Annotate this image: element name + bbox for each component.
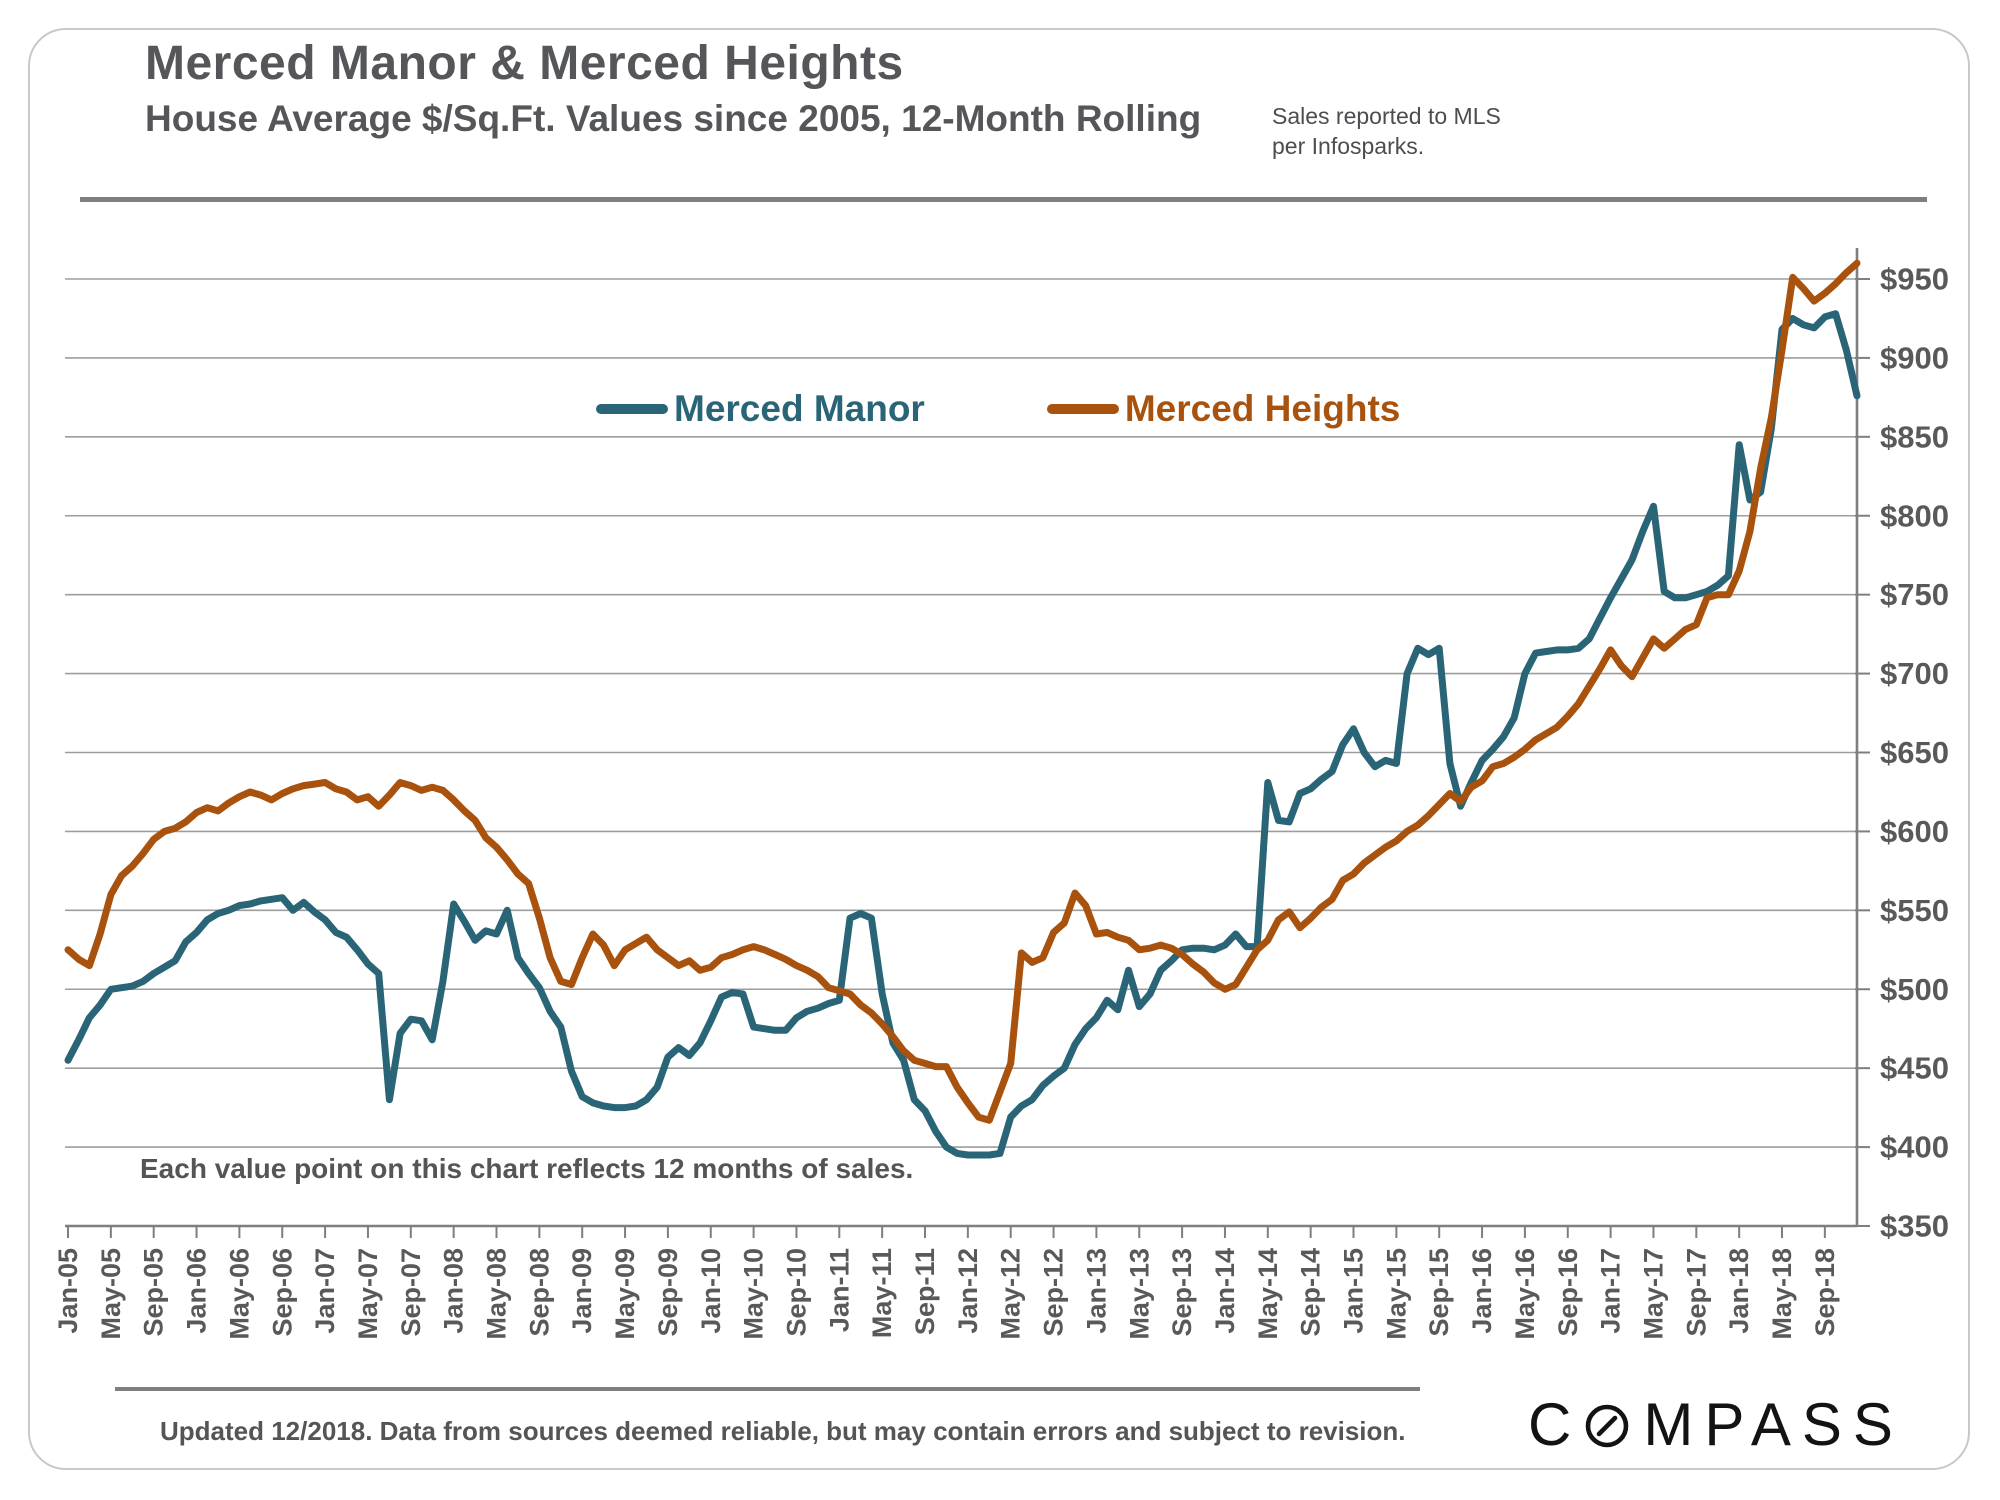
legend-label-merced-heights: Merced Heights (1124, 388, 1401, 429)
page-subtitle: House Average $/Sq.Ft. Values since 2005… (145, 98, 1202, 139)
merced-manor-line-swatch-icon (596, 404, 668, 414)
legend-item-merced-manor: Merced Manor (596, 388, 925, 430)
mls-source-note: Sales reported to MLS per Infosparks. (1272, 103, 1501, 160)
page-title: Merced Manor & Merced Heights (145, 37, 904, 90)
chart-annotation: Each value point on this chart reflects … (140, 1153, 914, 1184)
compass-logo-letters-mpass: MPASS (1643, 1391, 1904, 1458)
chart-legend: Merced Manor Merced Heights (596, 388, 1400, 430)
legend-item-merced-heights: Merced Heights (1046, 388, 1401, 430)
compass-logo-letter-c: C (1528, 1391, 1583, 1458)
compass-o-icon (1586, 1404, 1629, 1447)
merced-heights-line-swatch-icon (1046, 404, 1119, 414)
header-divider (80, 197, 1927, 202)
report-card (28, 28, 1970, 1470)
footer-disclaimer: Updated 12/2018. Data from sources deeme… (160, 1416, 1406, 1446)
footer-divider (115, 1387, 1420, 1391)
compass-logo: C MPASS (1528, 1390, 1904, 1459)
legend-label-merced-manor: Merced Manor (674, 388, 925, 429)
